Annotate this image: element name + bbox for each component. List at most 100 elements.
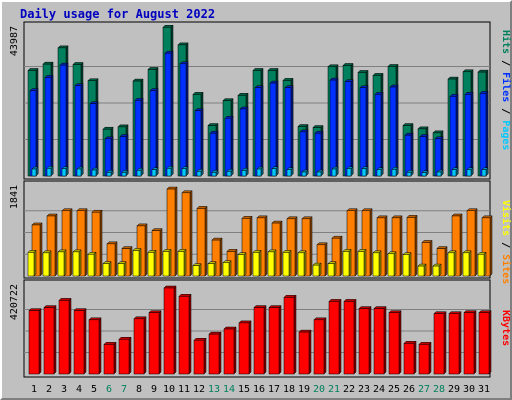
bar-hits-day-14-top <box>222 98 234 101</box>
bar-hits-day-12-top <box>192 92 204 95</box>
bar-kbytes-day-29-top <box>448 311 462 314</box>
bar-files-day-31-side <box>485 90 489 177</box>
bar-files-day-25 <box>389 86 397 177</box>
bar-files-day-24 <box>374 94 382 177</box>
bar-kbytes-day-30-top <box>463 310 477 313</box>
bar-visits-day-6-top <box>106 241 118 245</box>
day-label-4: 4 <box>76 384 82 395</box>
bar-kbytes-day-9-top <box>148 310 162 313</box>
bar-visits-day-16-side <box>264 215 268 277</box>
bar-kbytes-day-24 <box>373 308 385 375</box>
bar-visits-day-30-side <box>474 208 478 277</box>
bar-sites-day-18 <box>282 252 290 277</box>
bar-files-day-5-side <box>95 101 99 177</box>
bar-visits-day-24-side <box>384 215 388 277</box>
bar-files-day-19-side <box>305 129 309 177</box>
bar-visits-day-22-side <box>354 208 358 277</box>
bar-pages-day-3 <box>61 168 67 177</box>
day-label-23: 23 <box>358 384 370 395</box>
bar-files-day-14-side <box>230 115 234 177</box>
day-label-7: 7 <box>121 384 127 395</box>
bar-visits-day-24 <box>376 217 386 277</box>
bar-sites-day-28 <box>432 265 440 277</box>
bar-sites-day-6 <box>102 263 110 277</box>
bar-sites-day-22-side <box>348 248 352 277</box>
bar-visits-day-10 <box>166 188 176 277</box>
bar-sites-day-5 <box>87 254 95 277</box>
bar-sites-day-21-side <box>333 261 337 277</box>
bar-sites-day-30-side <box>468 250 472 277</box>
bar-kbytes-day-15-top <box>238 320 252 324</box>
bar-visits-day-22-top <box>346 208 358 212</box>
bar-pages-day-22 <box>346 168 352 177</box>
bar-files-day-25-side <box>395 84 399 177</box>
bar-sites-day-21 <box>327 263 335 277</box>
bar-files-day-7 <box>119 136 127 177</box>
bar-kbytes-day-28 <box>433 313 445 375</box>
day-label-10: 10 <box>163 384 175 395</box>
bar-sites-day-23-side <box>363 248 367 277</box>
bar-visits-day-18 <box>286 218 296 277</box>
bar-kbytes-day-13-side <box>218 331 222 375</box>
bar-files-day-9 <box>149 90 157 177</box>
bar-files-day-3-side <box>65 62 69 177</box>
bar-files-day-23-side <box>365 85 369 177</box>
bar-kbytes-day-22-top <box>343 299 357 302</box>
bar-kbytes-day-5-side <box>98 317 102 375</box>
bar-hits-day-21-top <box>327 64 339 68</box>
bar-visits-day-13 <box>211 239 221 277</box>
bar-kbytes-day-21 <box>328 301 340 375</box>
day-label-2: 2 <box>46 384 52 395</box>
bar-visits-day-9-side <box>159 228 163 277</box>
bar-kbytes-day-26-top <box>403 341 417 344</box>
legend-hits-files-pages: Hits / Files / Pages <box>500 30 512 150</box>
bar-kbytes-day-21-top <box>328 299 342 302</box>
bar-kbytes-day-23 <box>358 308 370 375</box>
bar-hits-day-22-top <box>342 63 354 66</box>
legend-separator: / <box>500 102 511 120</box>
day-label-21: 21 <box>328 384 340 395</box>
bar-kbytes-day-14 <box>223 328 235 375</box>
bar-kbytes-day-18 <box>283 297 295 375</box>
bar-visits-day-8-top <box>136 223 148 227</box>
bar-kbytes-day-10-top <box>163 285 177 289</box>
bar-pages-day-12 <box>196 171 202 177</box>
bar-files-day-23 <box>359 87 367 177</box>
bar-kbytes-day-21-side <box>338 298 342 375</box>
bar-files-day-18 <box>284 87 292 177</box>
bar-kbytes-day-23-side <box>368 305 372 375</box>
bar-files-day-22-side <box>350 79 354 177</box>
bar-visits-day-26-side <box>414 214 418 277</box>
bar-kbytes-day-30 <box>463 312 475 375</box>
bar-pages-day-2 <box>46 168 52 177</box>
bar-visits-day-29-top <box>451 213 463 217</box>
bar-visits-day-26-top <box>406 215 418 218</box>
day-label-5: 5 <box>91 384 97 395</box>
bar-visits-day-28 <box>436 248 446 277</box>
bar-visits-day-15 <box>241 218 251 277</box>
bar-visits-day-12-side <box>204 205 208 277</box>
bar-kbytes-day-25-top <box>388 310 402 313</box>
bar-visits-day-16 <box>256 217 266 277</box>
bar-pages-day-13 <box>211 172 217 177</box>
bar-pages-day-5 <box>91 169 97 177</box>
bar-kbytes-day-7-side <box>128 336 132 375</box>
bar-kbytes-day-8-side <box>143 316 147 375</box>
bar-pages-day-20 <box>316 171 322 177</box>
bar-kbytes-day-19-side <box>308 329 312 375</box>
bar-hits-day-5-top <box>87 78 99 81</box>
bar-sites-day-24 <box>372 252 380 277</box>
bar-kbytes-day-7-top <box>118 337 132 340</box>
bar-kbytes-day-11 <box>178 296 190 375</box>
bar-kbytes-day-17 <box>268 307 280 375</box>
bar-visits-day-5-side <box>99 209 103 277</box>
bar-kbytes-day-11-side <box>188 293 192 375</box>
bar-kbytes-day-16-side <box>263 304 267 375</box>
bar-sites-day-8 <box>132 250 140 277</box>
bar-kbytes-day-14-side <box>233 326 237 375</box>
bar-visits-day-2 <box>46 215 56 277</box>
bar-sites-day-29-side <box>453 250 457 277</box>
bar-sites-day-6-side <box>108 261 112 277</box>
legend-kbytes: KBytes <box>500 310 511 346</box>
bar-visits-day-17 <box>271 222 281 277</box>
